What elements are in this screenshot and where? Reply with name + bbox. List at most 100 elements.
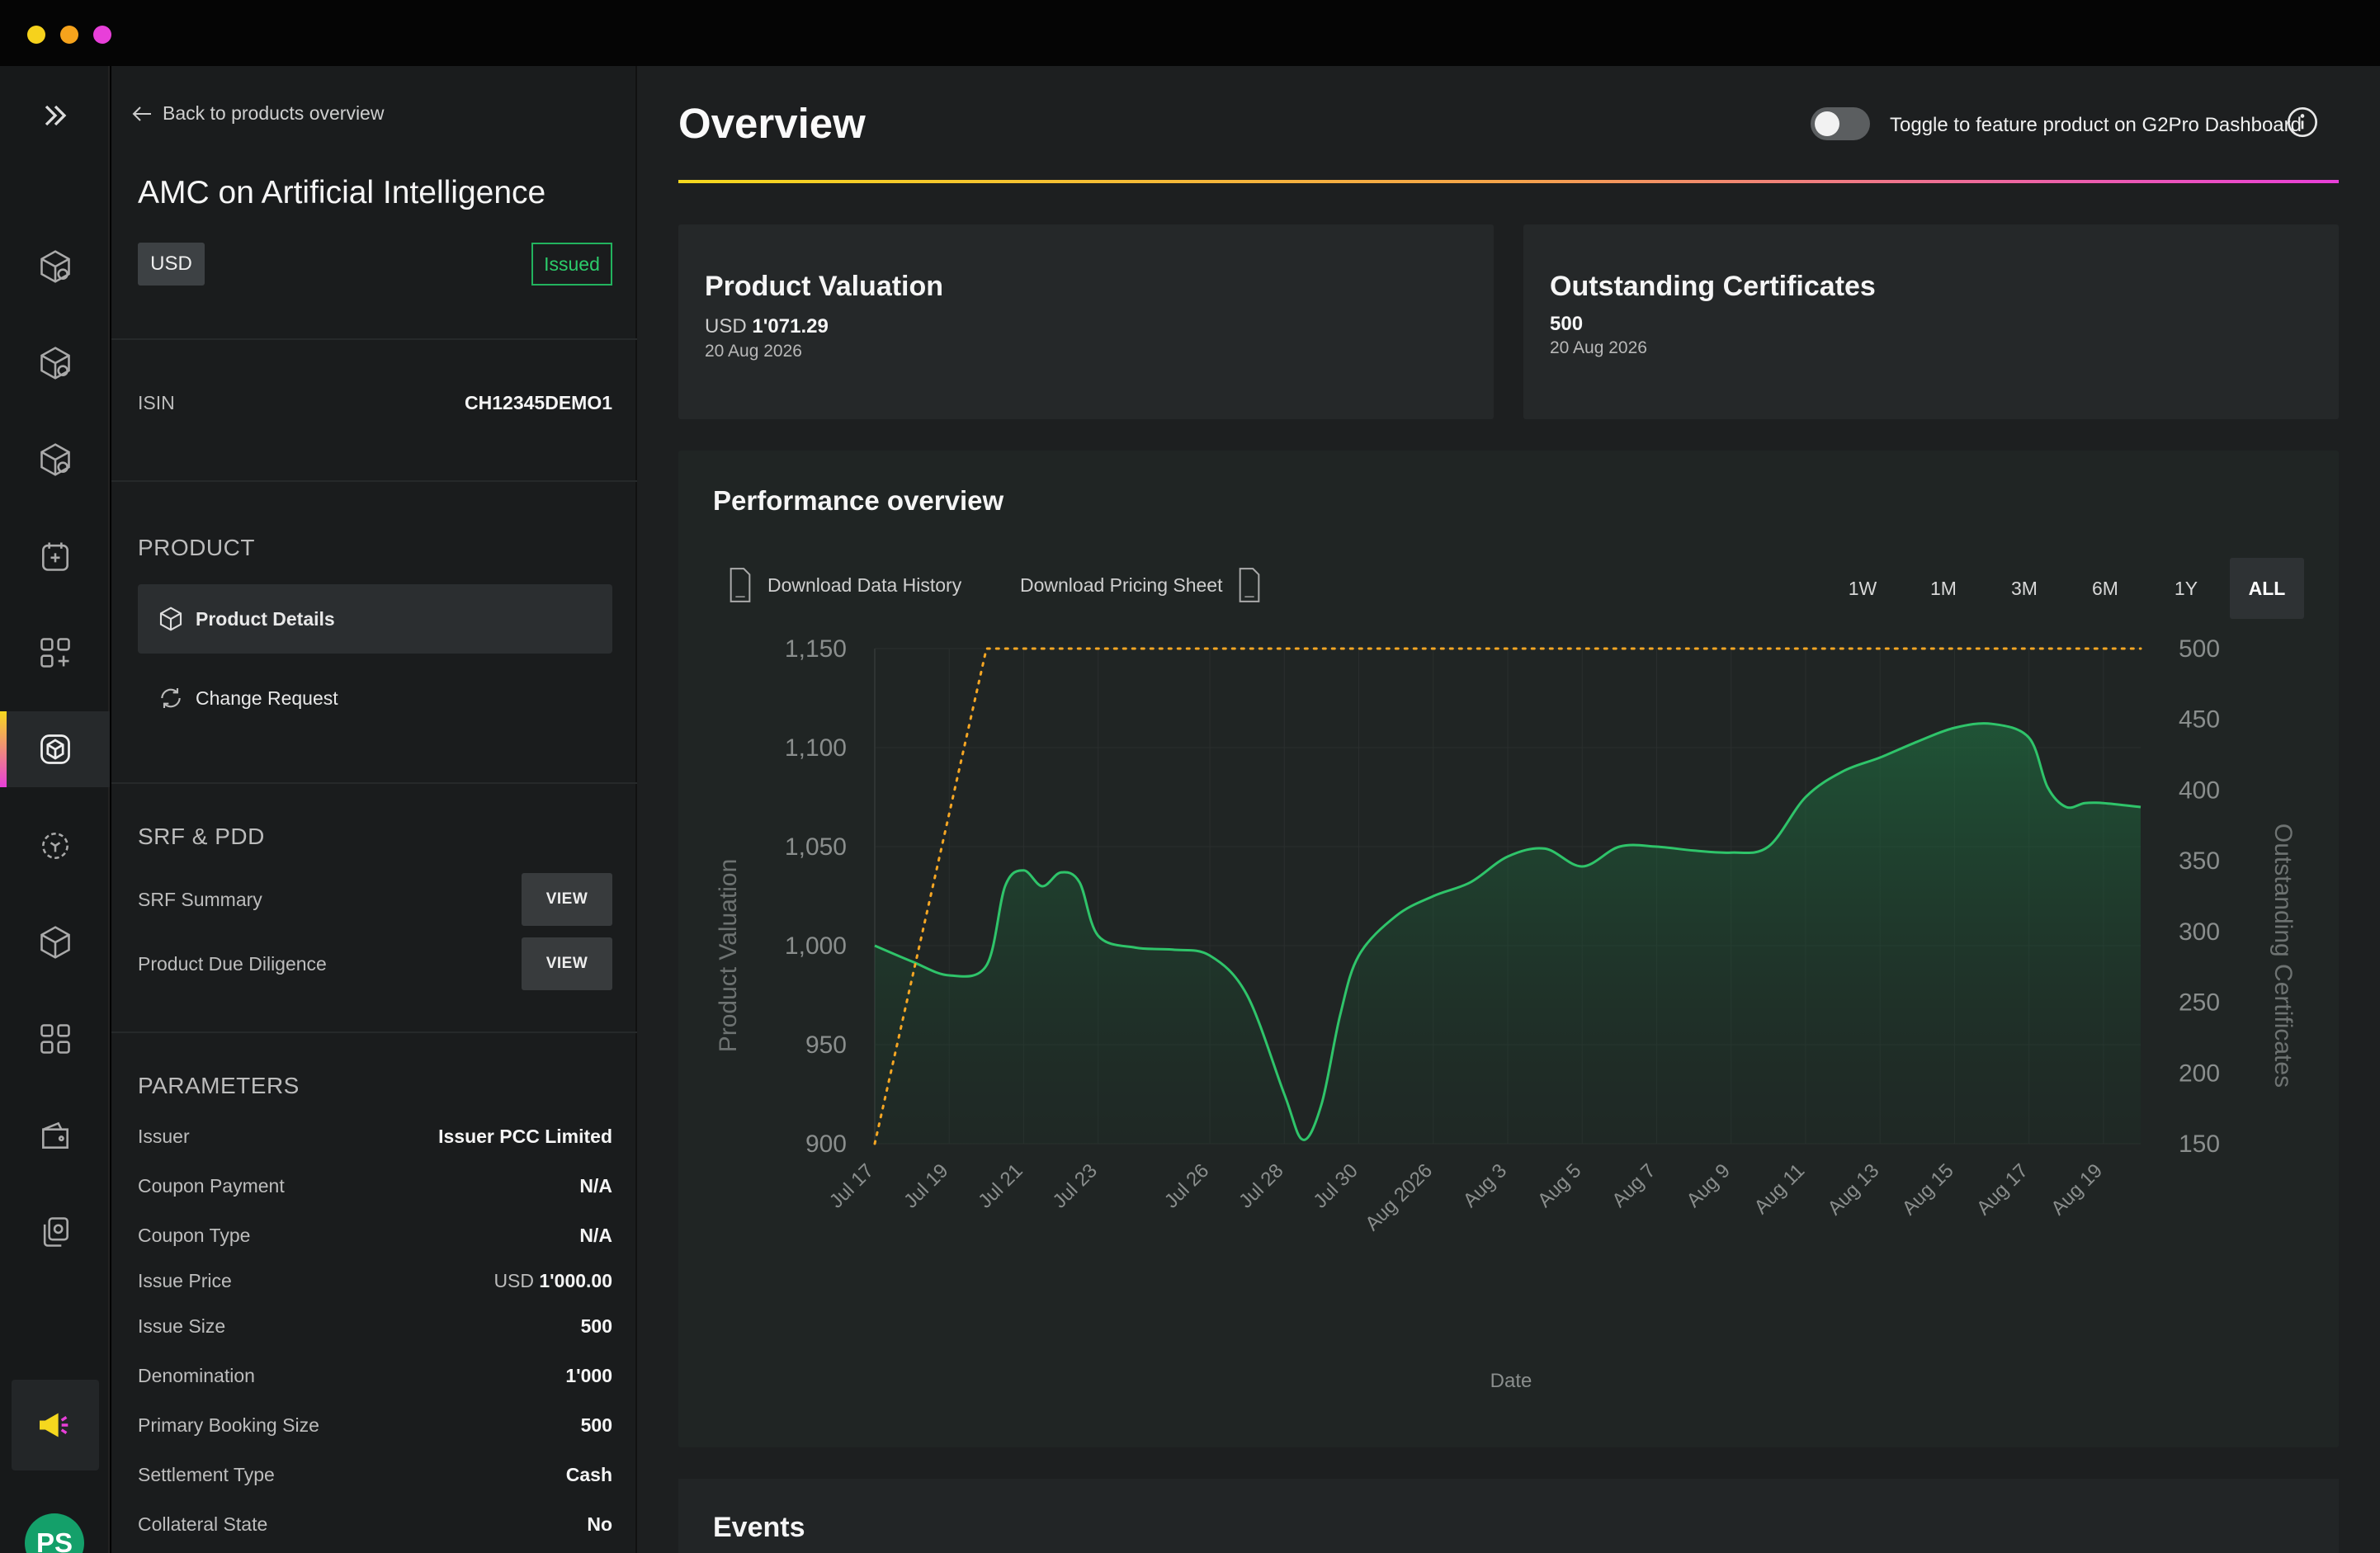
x-axis-title: Date	[1490, 1370, 1532, 1392]
download-pricing-sheet-button[interactable]: Download Pricing Sheet	[1020, 566, 1263, 604]
range-1y[interactable]: 1Y	[2174, 577, 2198, 599]
x-tick-label: Jul 30	[1309, 1159, 1362, 1212]
card-title: Outstanding Certificates	[1550, 271, 1876, 302]
divider	[111, 480, 637, 482]
y2-tick-label: 450	[2179, 706, 2220, 734]
calendar-add-icon[interactable]	[0, 518, 110, 594]
box-icon[interactable]	[0, 325, 110, 401]
srf-section-heading: SRF & PDD	[138, 824, 265, 849]
param-row: Issuer Issuer PCC Limited	[138, 1126, 612, 1148]
arrow-left-icon	[132, 106, 151, 121]
window-close-button[interactable]	[27, 26, 45, 44]
param-row: Issue Price USD 1'000.00	[138, 1270, 612, 1292]
download-data-history-button[interactable]: Download Data History	[726, 566, 961, 604]
param-label: Coupon Payment	[138, 1175, 285, 1197]
apps-add-icon[interactable]	[0, 615, 110, 691]
card-currency: USD	[705, 315, 747, 338]
card-amount: 1'071.29	[752, 315, 829, 338]
range-1w[interactable]: 1W	[1848, 577, 1877, 599]
window-maximize-button[interactable]	[93, 26, 111, 44]
wallet-icon[interactable]	[0, 1097, 110, 1173]
param-value: N/A	[579, 1225, 612, 1246]
page-title: Overview	[678, 100, 866, 147]
x-tick-label: Aug 15	[1898, 1159, 1958, 1220]
param-label: Issue Size	[138, 1315, 226, 1337]
scan-icon[interactable]	[0, 808, 110, 884]
back-link-label: Back to products overview	[163, 102, 385, 124]
currency-badge: USD	[138, 243, 205, 286]
card-title: Product Valuation	[705, 271, 944, 302]
y-tick-label: 950	[805, 1031, 847, 1059]
pdd-view-button[interactable]: VIEW	[522, 937, 612, 990]
param-value: Issuer PCC Limited	[438, 1126, 612, 1147]
user-avatar[interactable]: PS	[25, 1513, 84, 1553]
grid-icon[interactable]	[0, 1001, 110, 1077]
range-3m[interactable]: 3M	[2011, 577, 2038, 599]
product-due-diligence-row: Product Due Diligence VIEW	[138, 937, 612, 990]
copy-icon[interactable]	[0, 1194, 110, 1270]
range-all[interactable]: ALL	[2230, 558, 2304, 619]
y-tick-label: 900	[805, 1131, 847, 1158]
feature-product-toggle[interactable]	[1811, 107, 1870, 140]
file-icon	[1240, 568, 1260, 602]
param-row: Denomination 1'000	[138, 1365, 612, 1387]
param-label: Issuer	[138, 1126, 190, 1147]
range-6m[interactable]: 6M	[2092, 577, 2118, 599]
download-history-label: Download Data History	[767, 574, 962, 596]
cube-icon[interactable]	[0, 904, 110, 980]
announcement-button[interactable]	[12, 1380, 99, 1470]
param-value: N/A	[579, 1175, 612, 1197]
param-row: Issue Size 500	[138, 1315, 612, 1338]
product-icon[interactable]	[0, 711, 110, 787]
x-tick-label: Jul 21	[974, 1159, 1027, 1212]
performance-chart: 900 950 1,000 1,050 1,100 1,150 150 200 250 300 35…	[715, 635, 2297, 1392]
divider	[111, 338, 637, 340]
nav-product-details[interactable]: Product Details	[138, 584, 612, 654]
param-label: Collateral State	[138, 1513, 268, 1535]
box-icon[interactable]	[0, 422, 110, 498]
y-tick-label: 1,000	[785, 932, 847, 960]
x-tick-label: Aug 5	[1533, 1159, 1585, 1211]
window-minimize-button[interactable]	[60, 26, 78, 44]
param-value: Cash	[565, 1464, 612, 1485]
y-tick-label: 1,100	[785, 734, 847, 762]
x-tick-label: Aug 17	[1972, 1159, 2033, 1220]
megaphone-icon	[40, 1413, 68, 1437]
x-tick-label: Aug 3	[1459, 1159, 1511, 1211]
card-amount: 500	[1550, 313, 1584, 335]
y2-axis-title: Outstanding Certificates	[2269, 824, 2297, 1088]
nav-change-request[interactable]: Change Request	[138, 663, 612, 733]
box-icon[interactable]	[0, 229, 110, 304]
y2-tick-label: 400	[2179, 776, 2220, 804]
download-pricing-label: Download Pricing Sheet	[1020, 574, 1223, 596]
product-side-panel: Back to products overview AMC on Artific…	[111, 66, 637, 1553]
y2-tick-label: 350	[2179, 847, 2220, 875]
y2-tick-label: 300	[2179, 918, 2220, 946]
parameters-heading: PARAMETERS	[138, 1073, 300, 1098]
events-card: Events	[678, 1479, 2339, 1553]
range-1m[interactable]: 1M	[1930, 577, 1957, 599]
window-titlebar	[0, 0, 2380, 66]
info-icon[interactable]	[2286, 106, 2319, 139]
back-to-products-link[interactable]: Back to products overview	[131, 102, 384, 125]
srf-summary-row: SRF Summary VIEW	[138, 873, 612, 926]
certificates-line	[873, 647, 2142, 1145]
x-tick-label: Aug 11	[1750, 1159, 1810, 1219]
time-range-selector: 1W 1M 3M 6M 1Y ALL	[1825, 558, 2304, 619]
param-value: No	[587, 1513, 612, 1535]
srf-summary-label: SRF Summary	[138, 888, 262, 910]
performance-title: Performance overview	[713, 485, 1004, 516]
expand-icon[interactable]	[0, 78, 110, 153]
nav-label: Change Request	[196, 687, 338, 709]
x-tick-label: Aug 13	[1824, 1159, 1884, 1220]
param-label: Primary Booking Size	[138, 1414, 319, 1436]
srf-summary-view-button[interactable]: VIEW	[522, 873, 612, 926]
x-tick-label: Jul 23	[1049, 1159, 1102, 1212]
divider	[111, 1031, 637, 1033]
param-label: Settlement Type	[138, 1464, 275, 1485]
y2-tick-label: 200	[2179, 1060, 2220, 1087]
valuation-area-fill	[875, 723, 2141, 1144]
param-value: 500	[580, 1315, 612, 1337]
param-label: Issue Price	[138, 1270, 232, 1291]
file-icon	[730, 568, 751, 602]
